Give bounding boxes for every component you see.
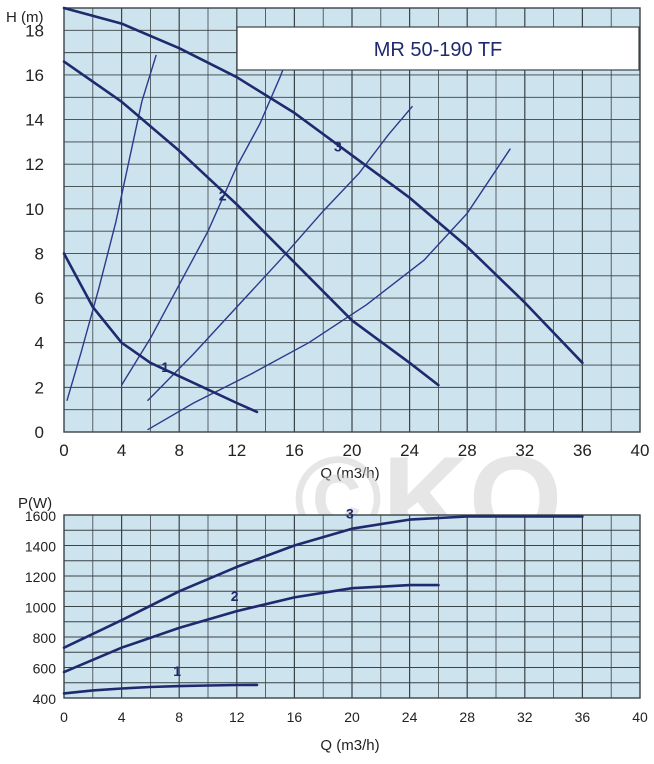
curve-1 bbox=[62, 252, 259, 414]
x-tick-label: 0 bbox=[59, 441, 68, 460]
curve-label-3: 3 bbox=[334, 138, 342, 154]
x-tick-label: 4 bbox=[118, 709, 126, 725]
curve-label-2: 2 bbox=[231, 588, 239, 604]
x-tick-label: 20 bbox=[343, 441, 362, 460]
x-tick-label: 12 bbox=[229, 709, 245, 725]
y-tick-label: 14 bbox=[25, 111, 44, 130]
y-tick-label: 0 bbox=[35, 423, 44, 442]
y-tick-label: 1600 bbox=[25, 508, 56, 524]
x-tick-label: 24 bbox=[402, 709, 418, 725]
curve-label-1: 1 bbox=[173, 663, 181, 679]
x-tick-label: 0 bbox=[60, 709, 68, 725]
x-tick-label: 28 bbox=[458, 441, 477, 460]
x-tick-label: 28 bbox=[459, 709, 475, 725]
head-system-curves bbox=[66, 54, 511, 431]
power-y-tick-labels: 400 600 800 1000 1200 1400 1600 bbox=[25, 508, 56, 707]
y-tick-label: 4 bbox=[35, 334, 44, 353]
curve-1 bbox=[62, 683, 259, 695]
x-tick-label: 36 bbox=[573, 441, 592, 460]
system-curve bbox=[147, 148, 511, 431]
power-y-axis-label: P(W) bbox=[18, 495, 52, 512]
chart-title: MR 50-190 TF bbox=[374, 39, 503, 61]
x-tick-label: 16 bbox=[287, 709, 303, 725]
system-curve bbox=[121, 54, 290, 386]
x-tick-label: 24 bbox=[400, 441, 419, 460]
y-tick-label: 600 bbox=[33, 661, 57, 677]
system-curve bbox=[147, 105, 414, 402]
x-tick-label: 36 bbox=[575, 709, 591, 725]
y-tick-label: 18 bbox=[25, 21, 44, 40]
x-tick-label: 20 bbox=[344, 709, 360, 725]
x-tick-label: 40 bbox=[631, 441, 650, 460]
power-x-tick-labels: 0 4 8 12 16 20 24 28 32 36 40 bbox=[60, 709, 648, 725]
x-tick-label: 40 bbox=[632, 709, 648, 725]
title-box bbox=[236, 26, 640, 71]
y-tick-label: 1400 bbox=[25, 539, 56, 555]
power-x-axis-label: Q (m3/h) bbox=[320, 737, 379, 754]
curve-3 bbox=[62, 515, 584, 649]
head-pump-curves: 1 2 3 bbox=[62, 6, 584, 414]
head-chart: 123 0 4 8 12 16 20 24 28 32 36 40 024681012141618 … bbox=[6, 6, 649, 482]
y-tick-label: 400 bbox=[33, 691, 57, 707]
curve-2 bbox=[62, 583, 440, 674]
x-tick-label: 16 bbox=[285, 441, 304, 460]
x-tick-label: 32 bbox=[517, 709, 533, 725]
head-y-tick-labels: 0 2 4 6 8 10 12 14 16 18 bbox=[25, 21, 44, 442]
power-curves: 1 2 3 bbox=[62, 506, 584, 695]
curve-label-1: 1 bbox=[161, 359, 169, 375]
curve-2 bbox=[62, 60, 440, 387]
x-tick-label: 4 bbox=[117, 441, 126, 460]
power-chart: 123 0 4 8 12 16 20 24 28 32 36 40 4006008001000120… bbox=[18, 495, 648, 754]
x-tick-label: 8 bbox=[175, 709, 183, 725]
y-tick-label: 800 bbox=[33, 630, 57, 646]
y-tick-label: 16 bbox=[25, 66, 44, 85]
power-grid bbox=[64, 515, 640, 698]
head-x-tick-labels: 0 4 8 12 16 20 24 28 32 36 40 bbox=[59, 441, 649, 460]
x-tick-label: 8 bbox=[174, 441, 183, 460]
curve-label-3: 3 bbox=[346, 506, 354, 522]
y-tick-label: 8 bbox=[35, 244, 44, 263]
curve-label-2: 2 bbox=[219, 187, 227, 203]
x-tick-label: 32 bbox=[515, 441, 534, 460]
y-tick-label: 6 bbox=[35, 289, 44, 308]
head-x-axis-label: Q (m3/h) bbox=[320, 465, 379, 482]
y-tick-label: 1200 bbox=[25, 569, 56, 585]
y-tick-label: 12 bbox=[25, 155, 44, 174]
y-tick-label: 2 bbox=[35, 378, 44, 397]
y-tick-label: 10 bbox=[25, 200, 44, 219]
y-tick-label: 1000 bbox=[25, 600, 56, 616]
x-tick-label: 12 bbox=[227, 441, 246, 460]
head-y-axis-label: H (m) bbox=[6, 9, 44, 26]
system-curve bbox=[66, 54, 157, 401]
curve-3 bbox=[62, 6, 584, 365]
